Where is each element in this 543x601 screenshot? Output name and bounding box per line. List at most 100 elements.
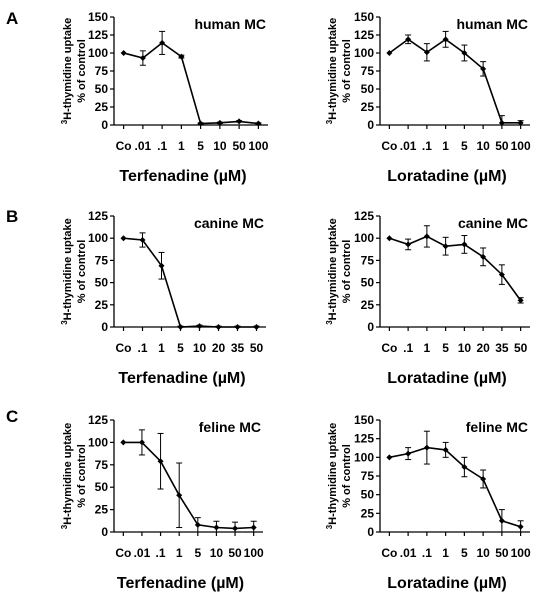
x-tick-label: 50 [232, 139, 246, 153]
data-point [197, 120, 204, 127]
x-tick-label: 1 [424, 341, 431, 355]
y-axis-label-text: H-thymidine uptake [327, 218, 339, 320]
x-tick-label: 10 [213, 139, 227, 153]
x-tick-label: 10 [476, 546, 490, 560]
data-point [480, 65, 487, 72]
x-tick-label: 20 [476, 341, 490, 355]
chart-subtitle: feline MC [466, 419, 528, 435]
x-tick-label: 100 [511, 546, 531, 560]
data-point [177, 324, 184, 330]
y-tick-label: 75 [361, 469, 375, 483]
x-axis-label: Loratadine (µM) [387, 168, 506, 185]
x-tick-label: Co [115, 546, 131, 560]
y-tick-label: 50 [95, 480, 109, 494]
x-tick-label: 100 [248, 139, 268, 153]
x-tick-label: Co [381, 546, 397, 560]
x-tick-label: .01 [400, 546, 417, 560]
y-tick-label: 75 [95, 64, 109, 78]
y-axis-label-line2: % of control [76, 444, 88, 508]
x-tick-label: 1 [442, 139, 449, 153]
y-tick-label: 0 [367, 320, 374, 334]
y-tick-label: 25 [95, 298, 109, 312]
y-axis-label: 3H-thymidine uptake% of control [325, 218, 354, 325]
x-tick-label: 20 [212, 341, 226, 355]
series-line [388, 38, 521, 124]
x-tick-label: 1 [158, 341, 165, 355]
panel-letter: B [6, 207, 18, 226]
data-point [517, 523, 524, 530]
data-point [405, 450, 412, 457]
y-axis-label-sup: 3 [60, 119, 69, 124]
data-point [139, 55, 146, 62]
y-axis-label: 3H-thymidine uptake% of control [60, 423, 89, 530]
x-tick-label: 35 [231, 341, 245, 355]
data-point [386, 235, 393, 242]
x-tick-label: 10 [458, 341, 472, 355]
y-axis-label-line1: 3H-thymidine uptake [60, 423, 75, 530]
y-tick-label: 75 [361, 253, 375, 267]
chart-subtitle: human MC [194, 16, 266, 32]
y-tick-label: 0 [367, 525, 374, 539]
x-tick-label: 100 [511, 139, 531, 153]
y-tick-label: 100 [354, 450, 374, 464]
data-point [386, 50, 393, 56]
x-tick-label: .1 [403, 341, 413, 355]
data-point [423, 233, 430, 240]
data-point [498, 271, 505, 278]
y-tick-label: 125 [354, 209, 374, 223]
y-tick-label: 25 [95, 100, 109, 114]
y-axis-label: 3H-thymidine uptake% of control [325, 423, 354, 530]
data-point [461, 464, 468, 471]
series-line [389, 446, 521, 528]
y-axis-label-text: H-thymidine uptake [62, 423, 74, 525]
data-point [138, 439, 145, 446]
data-point [423, 444, 430, 451]
x-tick-label: 35 [495, 341, 509, 355]
chart-subtitle: canine MC [194, 215, 264, 231]
y-tick-label: 50 [95, 276, 109, 290]
y-tick-label: 25 [361, 506, 375, 520]
data-point [253, 324, 260, 330]
x-axis-label: Terfenadine (µM) [118, 370, 245, 387]
data-point [176, 492, 183, 499]
data-point [386, 454, 393, 461]
y-axis-label-line1: 3H-thymidine uptake [325, 18, 340, 125]
data-point [405, 36, 412, 43]
x-tick-label: 100 [244, 546, 264, 560]
y-tick-label: 150 [88, 10, 108, 24]
chart-subtitle: human MC [456, 16, 528, 32]
y-tick-label: 25 [361, 100, 375, 114]
data-point [517, 119, 524, 126]
data-point [120, 235, 127, 242]
y-axis-label-text: H-thymidine uptake [62, 218, 74, 320]
y-tick-label: 0 [101, 118, 108, 132]
x-tick-label: 50 [514, 341, 528, 355]
x-axis-label: Terfenadine (µM) [119, 168, 246, 185]
data-point [139, 236, 146, 243]
y-tick-label: 125 [354, 28, 374, 42]
y-tick-label: 125 [88, 28, 108, 42]
series-line [389, 235, 522, 301]
x-tick-label: 50 [495, 546, 509, 560]
y-axis-label-sup: 3 [325, 524, 334, 529]
y-axis-label-sup: 3 [60, 320, 69, 325]
panel-letter: A [6, 9, 18, 28]
y-axis-label-sup: 3 [325, 320, 334, 325]
data-point [213, 524, 220, 531]
y-tick-label: 100 [354, 46, 374, 60]
x-tick-label: 10 [193, 341, 207, 355]
data-point [250, 524, 257, 531]
y-tick-label: 50 [361, 82, 375, 96]
x-tick-label: 10 [476, 139, 490, 153]
series-line [123, 41, 259, 125]
y-tick-label: 75 [95, 458, 109, 472]
y-tick-label: 100 [88, 231, 108, 245]
y-axis-label: 3H-thymidine uptake% of control [325, 18, 354, 125]
x-axis-label: Terfenadine (µM) [117, 575, 244, 592]
data-point [423, 49, 430, 56]
data-point [216, 119, 223, 126]
y-axis-label-sup: 3 [325, 119, 334, 124]
x-tick-label: 5 [177, 341, 184, 355]
x-tick-label: Co [116, 139, 132, 153]
